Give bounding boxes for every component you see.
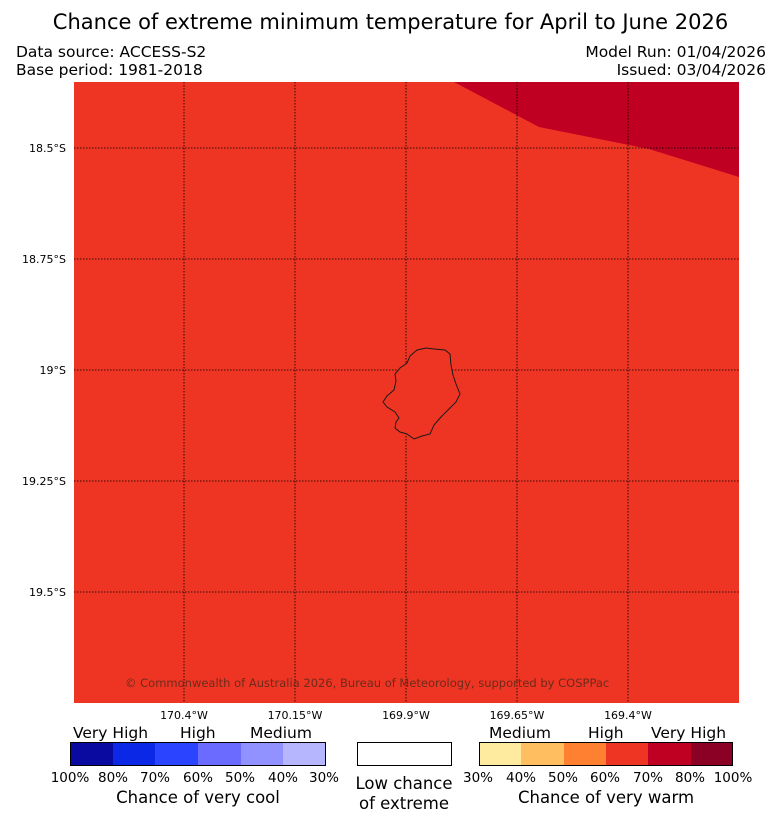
model-run: Model Run: 01/04/2026 bbox=[585, 43, 766, 61]
cool-colorbar-border bbox=[70, 742, 326, 766]
warm-tick: 30% bbox=[462, 770, 493, 786]
cool-level-very-high: Very High bbox=[73, 724, 149, 742]
warm-level-very-high: Very High bbox=[651, 724, 727, 742]
lat-label-19: 19°S bbox=[39, 364, 66, 377]
graticule bbox=[74, 82, 739, 703]
neutral-swatch-box bbox=[357, 742, 452, 766]
issued-date: Issued: 03/04/2026 bbox=[616, 61, 766, 79]
warm-tick: 50% bbox=[547, 770, 578, 786]
lat-label-19-25: 19.25°S bbox=[22, 475, 66, 488]
warm-tick: 100% bbox=[713, 770, 753, 786]
copyright-notice: © Commonwealth of Australia 2026, Bureau… bbox=[125, 676, 610, 690]
cool-tick: 40% bbox=[267, 770, 298, 786]
neutral-caption-line1: Low chance bbox=[355, 774, 453, 793]
island-coastline bbox=[382, 347, 461, 440]
source-info: Data source: ACCESS-S2 Base period: 1981… bbox=[16, 43, 206, 79]
lon-label-169-4: 169.4°W bbox=[604, 709, 652, 722]
neutral-caption-line2: of extreme bbox=[358, 794, 450, 813]
cool-level-medium: Medium bbox=[250, 724, 312, 742]
lon-label-170-15: 170.15°W bbox=[267, 709, 323, 722]
warm-level-medium: Medium bbox=[489, 724, 551, 742]
cool-tick: 50% bbox=[224, 770, 255, 786]
cool-tick: 60% bbox=[182, 770, 213, 786]
neutral-caption: Low chance of extreme bbox=[334, 774, 474, 814]
warm-colorbar-border bbox=[479, 742, 733, 766]
region-very-high-chance bbox=[454, 82, 739, 177]
lon-label-169-9: 169.9°W bbox=[382, 709, 430, 722]
warm-swatch-70-80 bbox=[648, 742, 691, 766]
warm-swatch-40-50 bbox=[521, 742, 564, 766]
base-period: Base period: 1981-2018 bbox=[16, 61, 203, 79]
cool-tick: 100% bbox=[50, 770, 90, 786]
cool-swatch-40-50 bbox=[240, 742, 284, 766]
warm-caption: Chance of very warm bbox=[517, 788, 695, 807]
warm-swatch-50-60 bbox=[563, 742, 606, 766]
lon-label-170-4: 170.4°W bbox=[160, 709, 208, 722]
cool-swatch-50-60 bbox=[198, 742, 241, 766]
warm-tick: 80% bbox=[674, 770, 705, 786]
cool-colorbar bbox=[70, 742, 326, 766]
cool-level-high: High bbox=[180, 724, 216, 742]
lon-label-169-65: 169.65°W bbox=[489, 709, 545, 722]
cool-tick: 70% bbox=[139, 770, 170, 786]
warm-swatch-30-40 bbox=[479, 742, 522, 766]
warm-level-high: High bbox=[588, 724, 624, 742]
cool-tick: 30% bbox=[308, 770, 339, 786]
cool-swatch-70-80 bbox=[112, 742, 156, 766]
run-info: Model Run: 01/04/2026 Issued: 03/04/2026 bbox=[585, 43, 766, 79]
cool-caption: Chance of very cool bbox=[116, 788, 280, 807]
warm-tick: 70% bbox=[632, 770, 663, 786]
warm-tick: 40% bbox=[505, 770, 536, 786]
warm-colorbar bbox=[479, 742, 733, 766]
lat-label-18-5: 18.5°S bbox=[29, 142, 66, 155]
warm-tick: 60% bbox=[589, 770, 620, 786]
lat-label-18-75: 18.75°S bbox=[22, 253, 66, 266]
neutral-swatch bbox=[357, 742, 452, 766]
data-source: Data source: ACCESS-S2 bbox=[16, 43, 207, 61]
forecast-map[interactable] bbox=[74, 82, 739, 703]
cool-tick: 80% bbox=[97, 770, 128, 786]
lat-label-19-5: 19.5°S bbox=[29, 586, 66, 599]
cool-swatch-60-70 bbox=[155, 742, 198, 766]
cool-swatch-80-100 bbox=[70, 742, 113, 766]
chart-title: Chance of extreme minimum temperature fo… bbox=[52, 10, 729, 34]
cool-swatch-30-40 bbox=[283, 742, 326, 766]
warm-swatch-80-100 bbox=[690, 742, 733, 766]
warm-swatch-60-70 bbox=[606, 742, 649, 766]
